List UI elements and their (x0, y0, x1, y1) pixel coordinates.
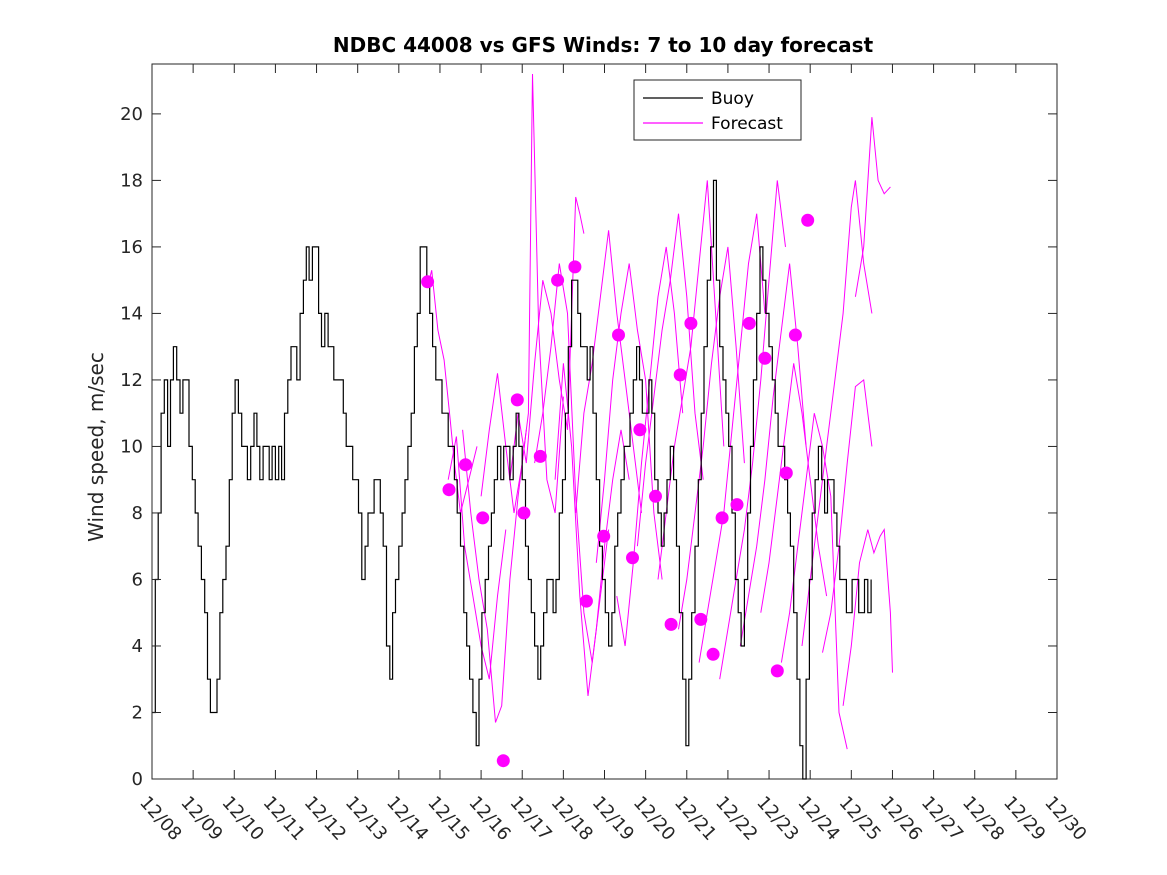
forecast-marker (801, 213, 815, 227)
forecast-marker (730, 498, 744, 512)
forecast-marker (684, 316, 698, 330)
y-tick-label: 18 (120, 170, 143, 191)
y-axis-label: Wind speed, m/sec (84, 352, 108, 542)
x-tick-label: 12/12 (300, 792, 350, 845)
forecast-marker (770, 664, 784, 678)
forecast-marker (421, 275, 435, 289)
forecast-line (636, 213, 704, 547)
x-tick-label: 12/09 (176, 792, 226, 845)
x-tick-label: 12/30 (1040, 792, 1090, 845)
forecast-marker (758, 351, 772, 365)
y-tick-label: 10 (120, 436, 143, 457)
y-tick-label: 2 (132, 702, 143, 723)
x-tick-label: 12/29 (999, 792, 1049, 845)
forecast-marker (597, 529, 611, 543)
y-tick-label: 16 (120, 237, 143, 258)
forecast-series (427, 73, 893, 750)
forecast-marker (742, 316, 756, 330)
forecast-line (854, 117, 891, 297)
forecast-marker (579, 594, 593, 608)
x-tick-label: 12/15 (423, 792, 473, 845)
forecast-line (462, 429, 527, 723)
forecast-marker (706, 647, 720, 661)
chart-title: NDBC 44008 vs GFS Winds: 7 to 10 day for… (333, 33, 874, 57)
forecast-line (801, 180, 873, 647)
x-tick-label: 12/16 (464, 792, 514, 845)
forecast-line (427, 270, 478, 514)
forecast-marker (664, 617, 678, 631)
x-tick-label: 12/18 (547, 792, 597, 845)
forecast-line (842, 528, 893, 706)
plot-area (151, 63, 1058, 780)
forecast-marker (551, 273, 565, 287)
y-tick-label: 0 (132, 769, 143, 790)
x-tick-label: 12/17 (506, 792, 556, 845)
forecast-marker (649, 489, 662, 503)
forecast-line (447, 436, 507, 680)
forecast-marker (459, 458, 472, 472)
y-tick-label: 12 (120, 370, 143, 391)
legend-label: Buoy (711, 89, 754, 109)
y-tick-label: 8 (132, 503, 143, 524)
y-axis: 0 2 4 6 8 10 12 14 16 18 20 (120, 104, 1057, 790)
y-tick-label: 4 (132, 636, 143, 657)
x-tick-label: 12/28 (958, 792, 1008, 845)
forecast-line (760, 363, 828, 613)
x-tick-label: 12/24 (793, 792, 843, 845)
forecast-line (739, 263, 807, 647)
forecast-marker (496, 754, 510, 768)
x-tick-label: 12/11 (259, 792, 309, 845)
x-tick-label: 12/25 (835, 792, 885, 845)
forecast-marker (476, 511, 490, 525)
forecast-marker (517, 506, 531, 520)
buoy-series (152, 179, 872, 780)
forecast-marker (533, 449, 547, 463)
forecast-line (509, 196, 585, 480)
x-tick-label: 12/26 (876, 792, 926, 845)
x-tick-label: 12/08 (135, 792, 185, 845)
forecast-marker (788, 328, 802, 342)
forecast-marker (442, 483, 456, 497)
forecast-line (657, 180, 725, 580)
forecast-line (595, 263, 663, 580)
forecast-marker (673, 368, 687, 382)
forecast-line (822, 378, 873, 653)
forecast-line (480, 73, 564, 514)
forecast-line (678, 246, 745, 630)
legend-label: Forecast (711, 114, 783, 134)
forecast-marker (626, 551, 639, 565)
forecast-marker (715, 511, 729, 525)
forecast-marker (633, 423, 647, 437)
x-tick-label: 12/22 (711, 792, 761, 845)
forecast-marker (568, 260, 582, 274)
x-tick-label: 12/13 (341, 792, 391, 845)
y-tick-label: 20 (120, 104, 143, 125)
plot-frame (151, 63, 1058, 780)
x-tick-label: 12/10 (218, 792, 268, 845)
x-tick-label: 12/14 (382, 792, 432, 845)
x-tick-label: 12/23 (752, 792, 802, 845)
x-tick-label: 12/19 (588, 792, 638, 845)
x-tick-label: 12/21 (670, 792, 720, 845)
forecast-markers (421, 213, 815, 768)
forecast-line (780, 413, 848, 750)
forecast-marker (612, 328, 625, 342)
legend-box (633, 79, 802, 141)
buoy-line (152, 179, 872, 780)
forecast-line (698, 213, 766, 663)
x-tick-label: 12/27 (917, 792, 967, 845)
forecast-marker (694, 612, 708, 626)
y-tick-label: 6 (132, 569, 143, 590)
forecast-marker (779, 466, 793, 480)
x-tick-label: 12/20 (629, 792, 679, 845)
legend: Buoy Forecast (633, 79, 802, 141)
forecast-line (719, 180, 786, 680)
y-tick-label: 14 (120, 303, 143, 324)
forecast-line (554, 363, 630, 696)
forecast-marker (510, 393, 524, 407)
